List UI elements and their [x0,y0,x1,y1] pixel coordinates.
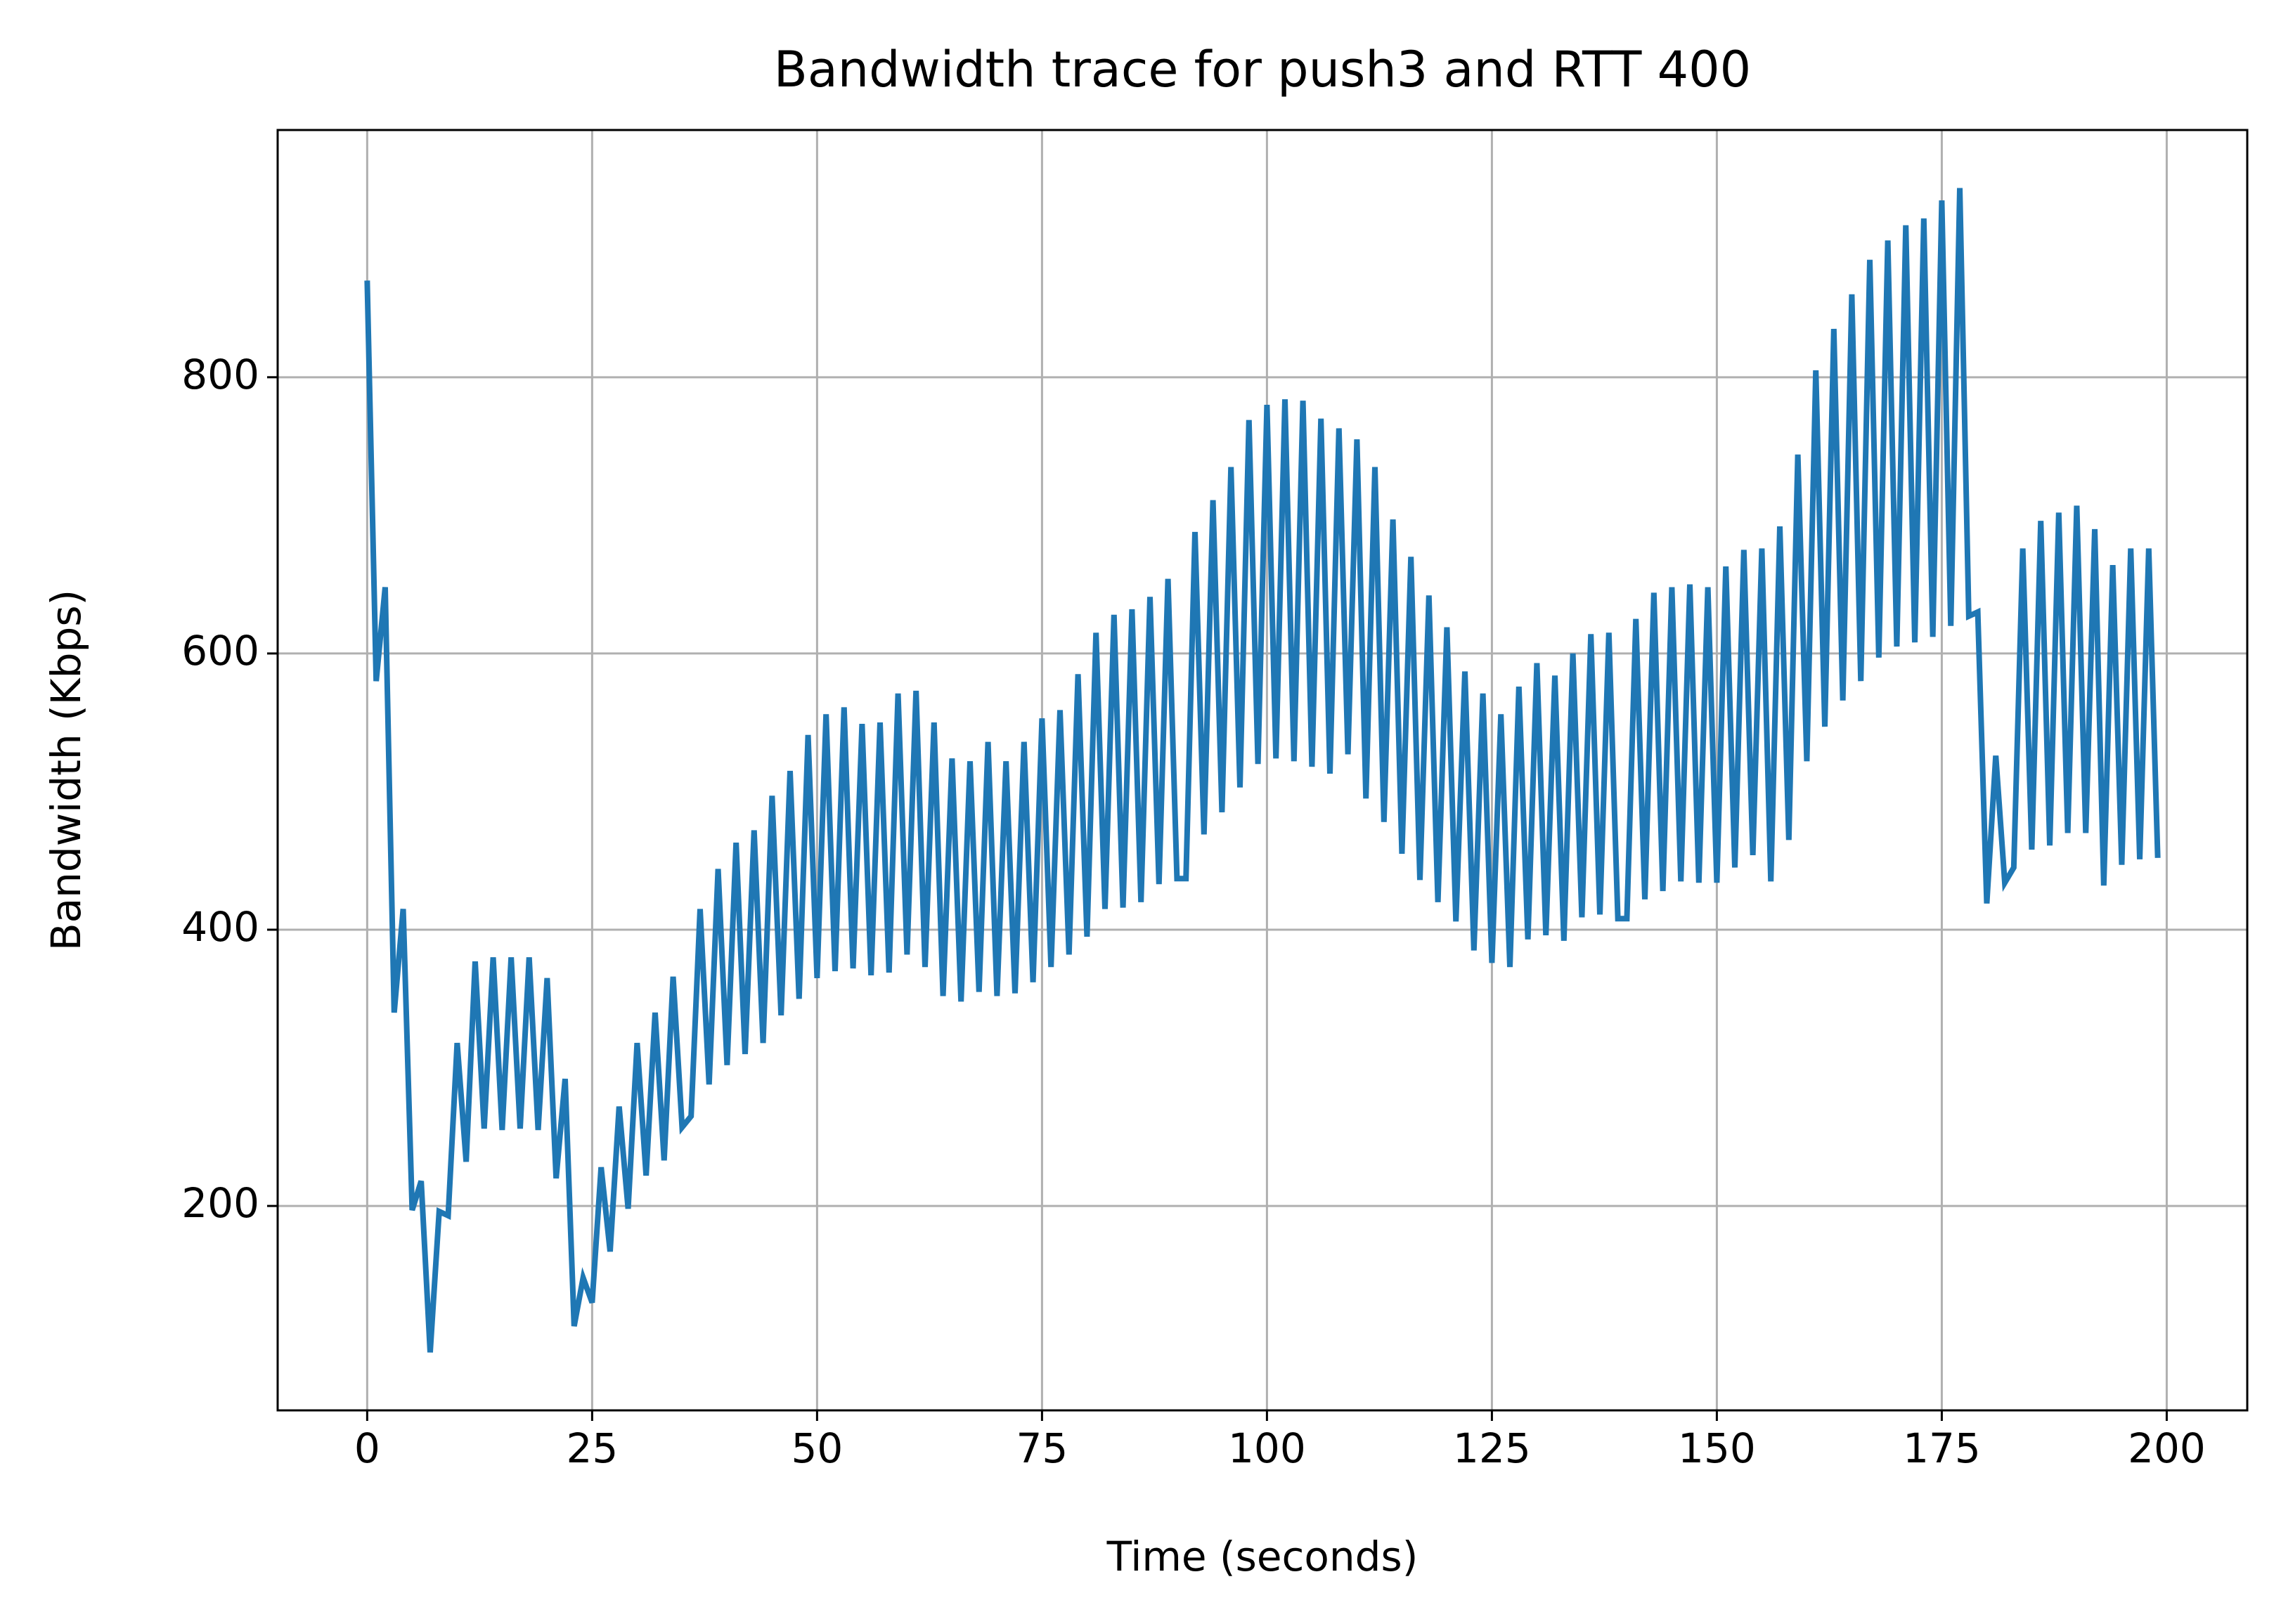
y-tick-label: 200 [181,1179,259,1227]
chart-title: Bandwidth trace for push3 and RTT 400 [774,41,1751,98]
x-tick-label: 175 [1903,1424,1981,1472]
x-tick-label: 75 [1016,1424,1068,1472]
y-tick-label: 600 [181,627,259,675]
x-tick-label: 50 [791,1424,843,1472]
x-tick-label: 25 [566,1424,618,1472]
data-line [364,188,2161,1353]
x-tick-label: 0 [354,1424,380,1472]
y-tick-label: 400 [181,903,259,951]
x-tick-label: 200 [2128,1424,2206,1472]
x-axis-label: Time (seconds) [1106,1533,1419,1580]
x-tick-label: 100 [1228,1424,1306,1472]
y-axis-label: Bandwidth (Kbps) [42,590,90,951]
x-tick-label: 125 [1453,1424,1531,1472]
plot-frame [276,129,2249,1412]
x-tick-label: 150 [1678,1424,1756,1472]
y-tick-label: 800 [181,351,259,398]
